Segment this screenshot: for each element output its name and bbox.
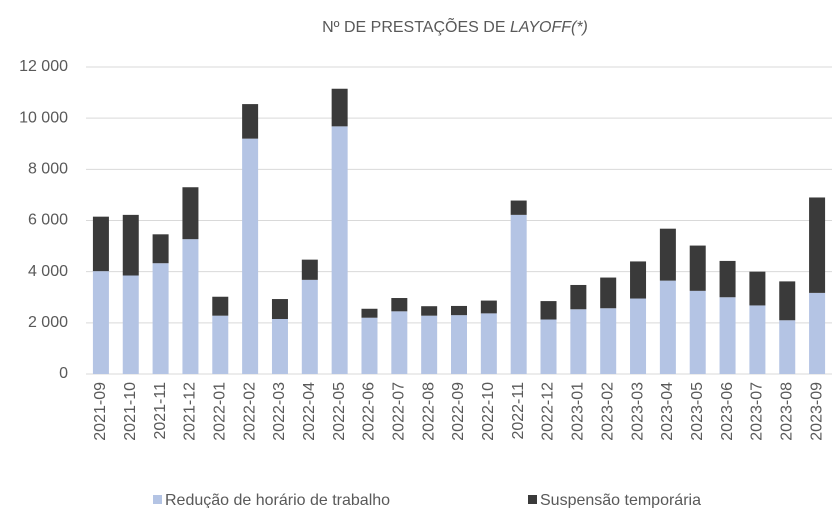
bar-segment [331, 126, 348, 374]
bar-segment [719, 260, 736, 298]
x-tick-label: 2023-03 [629, 382, 646, 441]
title-emphasis: LAYOFF(*) [510, 19, 588, 36]
bar-segment [659, 228, 676, 281]
bar-segment [212, 296, 229, 316]
bar-segment [659, 280, 676, 374]
bar-segment [630, 298, 647, 374]
x-tick-label: 2021-12 [182, 382, 199, 441]
x-tick-label: 2023-08 [778, 382, 795, 441]
bar-segment [779, 320, 796, 374]
x-tick-label: 2023-04 [659, 382, 676, 441]
x-tick-label: 2021-11 [152, 382, 169, 440]
bar-segment [600, 308, 617, 374]
bar-segment [391, 311, 408, 374]
bar-segment [630, 261, 647, 299]
bar-segment [749, 271, 766, 306]
chart-title: Nº DE PRESTAÇÕES DE LAYOFF(*) [322, 16, 588, 36]
y-tick-label: 0 [59, 365, 68, 382]
bar-segment [212, 315, 229, 374]
bar-segment [809, 292, 826, 374]
y-tick-label: 6 000 [28, 212, 68, 229]
x-tick-label: 2023-01 [570, 382, 587, 441]
y-tick-label: 2 000 [28, 314, 68, 331]
x-tick-label: 2021-09 [92, 382, 109, 441]
bar-segment [689, 290, 706, 374]
x-tick-label: 2023-07 [749, 382, 766, 441]
bar-segment [600, 277, 617, 309]
bar-segment [570, 284, 587, 310]
y-tick-label: 8 000 [28, 161, 68, 178]
bar-segment [92, 271, 109, 374]
bar-segment [271, 318, 288, 374]
bar-segment [451, 305, 467, 316]
x-tick-label: 2021-10 [122, 382, 139, 441]
legend-label: Suspensão temporária [540, 492, 701, 508]
x-tick-label: 2023-09 [808, 382, 825, 441]
bar-segment [689, 245, 706, 291]
legend-swatch [528, 495, 537, 504]
x-tick-label: 2022-10 [480, 382, 497, 441]
bar-segment [152, 234, 169, 264]
bar-segment [779, 281, 796, 321]
bar-segment [510, 214, 527, 374]
title-text: Nº DE PRESTAÇÕES DE [322, 16, 510, 36]
x-tick-label: 2022-02 [241, 382, 258, 441]
bar-segment [391, 298, 408, 312]
bar-segment [301, 279, 318, 374]
x-tick-label: 2022-09 [450, 382, 467, 441]
bar-segment [361, 317, 378, 374]
bar-segment [749, 305, 766, 374]
bar-segment [122, 214, 139, 276]
bar-segment [809, 197, 826, 293]
x-tick-label: 2023-06 [719, 382, 736, 441]
x-tick-label: 2022-01 [211, 382, 228, 441]
bar-segment [92, 216, 109, 272]
bar-segment [301, 259, 318, 280]
bar-segment [421, 315, 438, 374]
x-tick-label: 2022-08 [420, 382, 437, 441]
x-tick-label: 2023-02 [599, 382, 616, 441]
bar-segment [242, 138, 259, 374]
x-tick-label: 2022-11 [510, 382, 527, 440]
legend-swatch [153, 495, 162, 504]
x-tick-label: 2022-07 [391, 382, 408, 441]
x-tick-label: 2022-06 [361, 382, 378, 441]
y-tick-label: 10 000 [19, 109, 68, 126]
y-tick-label: 12 000 [19, 58, 68, 75]
bar-segment [361, 308, 378, 318]
legend-label: Redução de horário de trabalho [165, 492, 390, 508]
bar-segment [182, 239, 199, 374]
bar-segment [182, 187, 199, 240]
bar-segment [451, 315, 467, 374]
x-tick-label: 2022-05 [331, 382, 348, 441]
bar-segment [570, 309, 587, 374]
bar-segment [421, 306, 438, 316]
bar-segment [331, 88, 348, 127]
bar-segment [510, 200, 527, 215]
bar-segment [122, 275, 139, 374]
bar-segment [480, 313, 497, 374]
x-tick-label: 2022-04 [301, 382, 318, 441]
bar-segment [242, 104, 259, 139]
y-tick-label: 4 000 [28, 263, 68, 280]
bar-segment [719, 297, 736, 374]
x-tick-label: 2022-03 [271, 382, 288, 441]
x-tick-label: 2022-12 [540, 382, 557, 441]
bar-segment [480, 300, 497, 314]
bar-segment [540, 319, 557, 374]
x-tick-label: 2023-05 [689, 382, 706, 441]
bar-segment [271, 299, 288, 319]
bar-segment [540, 301, 557, 320]
bar-segment [152, 263, 169, 374]
